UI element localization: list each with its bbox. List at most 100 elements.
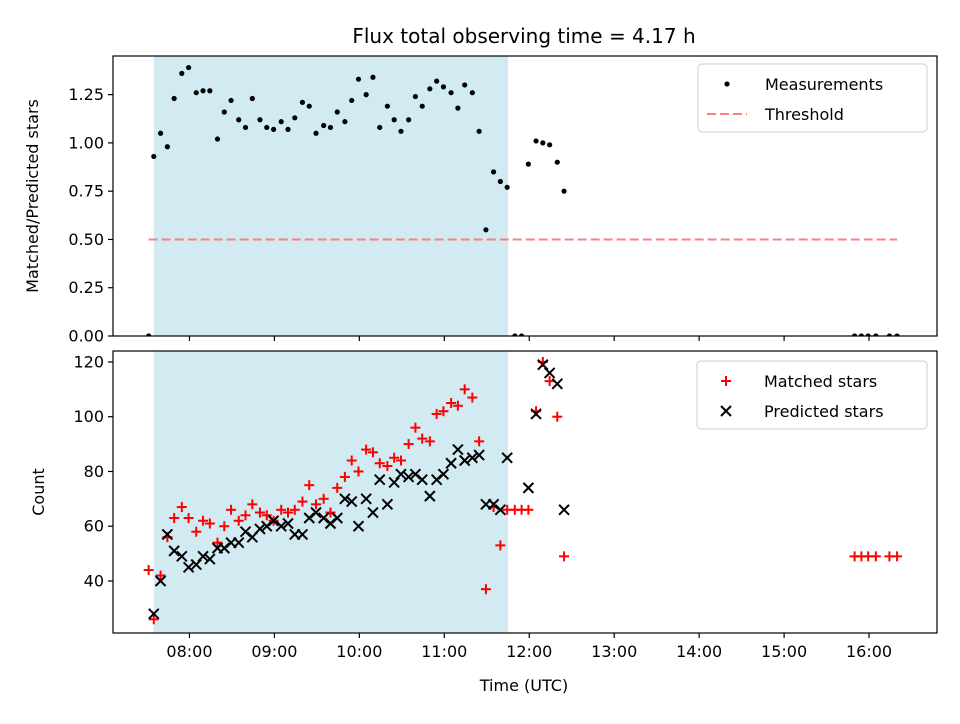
- matched-star-point: [410, 422, 421, 433]
- measurement-point: [334, 109, 340, 115]
- matched-star-point: [304, 480, 315, 491]
- predicted-star-point: [452, 443, 464, 456]
- matched-star-point: [395, 455, 406, 466]
- matched-star-point: [204, 518, 215, 529]
- measurement-point: [497, 178, 503, 185]
- matched-star-point: [198, 515, 209, 526]
- measurement-point: [228, 97, 234, 104]
- measurement-point: [561, 188, 567, 194]
- x-tick-label: 11:00: [421, 642, 467, 661]
- predicted-star-point: [424, 490, 436, 502]
- measurement-point: [865, 333, 871, 336]
- x-tick-label: 09:00: [251, 642, 297, 661]
- matched-star-point: [176, 502, 187, 513]
- predicted-star-point: [197, 550, 209, 563]
- measurement-point: [873, 333, 879, 336]
- measurement-point: [427, 86, 433, 92]
- predicted-star-point: [254, 523, 266, 535]
- predicted-star-point: [345, 495, 358, 508]
- predicted-star-point: [437, 468, 450, 480]
- count-axes-frame: [112, 350, 938, 634]
- predicted-star-point: [310, 506, 322, 519]
- legend-item: Threshold: [707, 105, 844, 124]
- matched-star-point: [143, 565, 154, 576]
- predicted-star-point: [445, 457, 457, 469]
- measurement-point: [490, 169, 497, 175]
- legend-x-marker: [720, 405, 732, 417]
- measurement-point: [278, 119, 284, 125]
- matched-star-point: [169, 513, 180, 524]
- measurement-point: [270, 126, 277, 132]
- matched-star-point: [297, 496, 308, 507]
- matched-star-point: [892, 551, 903, 562]
- matched-star-point: [424, 436, 435, 447]
- count-panel: 08:00 09:00 10:00 11:00 12:00 13:00 14:00 15:00…: [29, 350, 938, 661]
- measurement-point: [200, 88, 206, 94]
- matched-star-point: [212, 537, 223, 548]
- matched-star-point: [446, 398, 457, 409]
- measurement-point: [469, 90, 475, 96]
- matched-star-point: [191, 526, 202, 537]
- matched-star-point: [417, 433, 428, 444]
- x-tick-label: 12:00: [506, 642, 552, 661]
- matched-star-point: [523, 504, 534, 515]
- predicted-star-point: [543, 367, 556, 379]
- y-tick-label: 120: [73, 352, 104, 371]
- legend-label: Measurements: [765, 75, 883, 94]
- measurement-point: [179, 70, 185, 76]
- matched-star-point: [495, 540, 506, 551]
- measurement-point: [519, 333, 525, 336]
- legend-dot-marker: [724, 81, 730, 87]
- predicted-star-point: [267, 515, 280, 527]
- count-plot-area: [143, 351, 903, 633]
- legend-item: Matched stars: [721, 372, 877, 391]
- y-tick-label: 80: [84, 462, 104, 481]
- ratio-plot-area: [146, 56, 900, 336]
- matched-star-point: [389, 452, 400, 463]
- x-tick-label: 16:00: [846, 642, 892, 661]
- predicted-star-point: [176, 550, 188, 563]
- matched-star-point: [219, 521, 230, 532]
- measurement-point: [894, 333, 900, 336]
- predicted-star-point: [530, 408, 542, 420]
- y-tick-label: 0.25: [68, 278, 104, 297]
- predicted-star-point: [360, 493, 372, 505]
- predicted-star-point: [494, 504, 507, 516]
- measurement-point: [242, 124, 249, 131]
- predicted-star-point: [458, 454, 471, 467]
- measurement-point: [257, 117, 263, 123]
- matched-star-point: [559, 551, 570, 562]
- matched-star-point: [474, 436, 485, 447]
- matched-star-point: [318, 493, 329, 504]
- predicted-star-point: [233, 536, 245, 549]
- measurement-point: [886, 333, 893, 336]
- x-tick-label: 08:00: [166, 642, 212, 661]
- predicted-star-point: [558, 504, 570, 516]
- measurement-point: [476, 128, 482, 134]
- observing-window-band: [153, 56, 509, 336]
- measurement-point: [285, 126, 291, 132]
- measurement-point: [434, 78, 440, 84]
- matched-star-point: [552, 411, 563, 422]
- measurement-point: [306, 103, 312, 109]
- measurement-point: [455, 105, 461, 111]
- predicted-star-point: [501, 452, 513, 464]
- measurement-point: [370, 74, 376, 80]
- matched-star-point: [870, 551, 881, 562]
- matched-star-point: [374, 458, 385, 469]
- predicted-star-point: [473, 449, 485, 461]
- ratio-y-axis-title: Matched/Predicted stars: [23, 99, 42, 293]
- predicted-star-point: [537, 358, 549, 371]
- measurement-point: [349, 97, 355, 104]
- measurement-point: [292, 115, 298, 121]
- predicted-star-point: [154, 575, 167, 587]
- predicted-star-point: [466, 452, 479, 464]
- predicted-star-point: [388, 476, 400, 489]
- ratio-axes-frame: [112, 55, 938, 337]
- ratio-legend: Measurements Threshold: [697, 63, 928, 133]
- y-tick-label: 0.50: [68, 230, 104, 249]
- matched-star-point: [346, 455, 357, 466]
- count-y-axis-title: Count: [29, 468, 48, 516]
- measurement-point: [547, 142, 553, 148]
- measurement-point: [483, 227, 489, 233]
